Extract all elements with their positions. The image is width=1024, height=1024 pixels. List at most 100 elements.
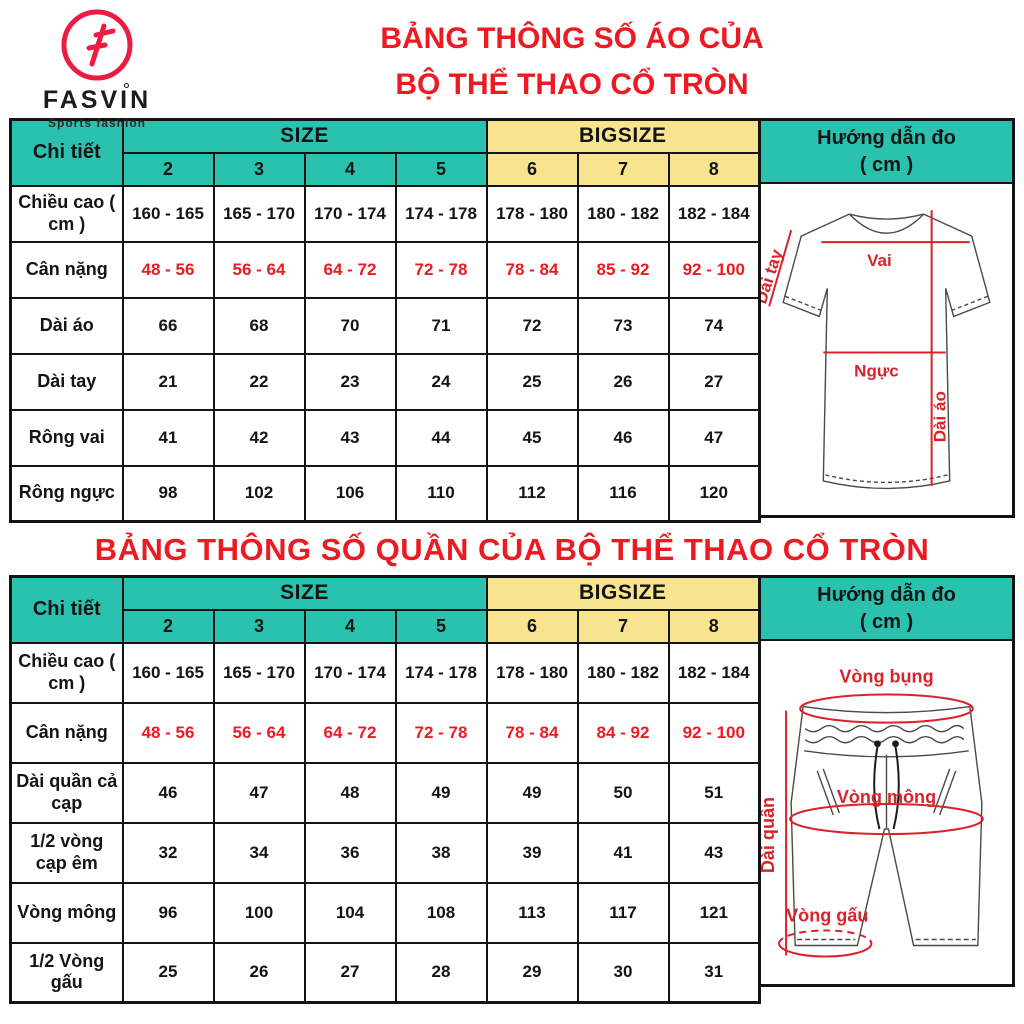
size-col-header: 8 [667,151,761,187]
cell: 28 [394,941,488,1004]
cell: 74 [667,296,761,355]
size-col-header: 7 [576,608,670,644]
guide-header-text: Hướng dẫn đo [817,583,956,606]
cell: 92 - 100 [667,240,761,299]
guide-header: Hướng dẫn đo ( cm ) [761,578,1012,641]
cell: 36 [303,821,397,884]
brand-i-ring [124,83,130,88]
cell: 30 [576,941,670,1004]
cell: 39 [485,821,579,884]
size-col-header: 3 [212,151,306,187]
size-col-header: 5 [394,151,488,187]
cell: 68 [212,296,306,355]
cell: 56 - 64 [212,701,306,764]
cell: 27 [667,352,761,411]
cell: 72 - 78 [394,240,488,299]
pants-size-table: Chi tiết SIZE BIGSIZE 2 3 4 5 6 7 8 Chiề… [9,575,762,1004]
cell: 50 [576,761,670,824]
cell: 116 [576,464,670,523]
cell: 41 [121,408,215,467]
fasvin-logo-icon [61,9,133,81]
guide-header: Hướng dẫn đo ( cm ) [761,121,1012,184]
cell: 48 [303,761,397,824]
guide-header-unit: ( cm ) [859,153,914,176]
row-label: Cân nặng [9,701,124,764]
cell: 72 [485,296,579,355]
shorts-diagram-icon: Vòng bụng Vòng mông Dài quần Vòng gấu [758,666,984,958]
size-col-header: 2 [121,151,215,187]
cell: 66 [121,296,215,355]
cell: 85 - 92 [576,240,670,299]
row-label: Dài áo [9,296,124,355]
cell: 160 - 165 [121,641,215,704]
label-vai: Vai [867,251,892,270]
size-col-header: 6 [485,151,579,187]
size-col-header: 5 [394,608,488,644]
shirt-title-line2: BỘ THỂ THAO CỔ TRÒN [395,68,749,101]
cell: 22 [212,352,306,411]
cell: 165 - 170 [212,641,306,704]
table-row: Cân nặng 48 - 56 56 - 64 64 - 72 72 - 78… [9,701,761,764]
row-label: 1/2 Vòng gấu [9,941,124,1004]
pants-table-title: BẢNG THÔNG SỐ QUẦN CỦA BỘ THỂ THAO CỔ TR… [94,532,930,567]
cell: 78 - 84 [485,240,579,299]
table-row: Vòng mông 96 100 104 108 113 117 121 [9,881,761,944]
size-col-header: 3 [212,608,306,644]
size-group-header: SIZE [121,575,488,611]
cell: 29 [485,941,579,1004]
size-col-header: 7 [576,151,670,187]
cell: 108 [394,881,488,944]
cell: 25 [121,941,215,1004]
cell: 51 [667,761,761,824]
cell: 106 [303,464,397,523]
row-label: Dài tay [9,352,124,411]
label-dai-ao: Dài áo [931,391,950,442]
cell: 100 [212,881,306,944]
cell: 182 - 184 [667,184,761,243]
row-label: Rông vai [9,408,124,467]
cell: 78 - 84 [485,701,579,764]
bigsize-group-header: BIGSIZE [485,118,761,154]
cell: 46 [576,408,670,467]
size-col-header: 2 [121,608,215,644]
label-vong-bung: Vòng bụng [839,666,933,686]
cell: 31 [667,941,761,1004]
brand-name: FASVIN [43,83,151,115]
cell: 174 - 178 [394,184,488,243]
cell: 117 [576,881,670,944]
label-dai-tay: Dài tay [761,247,787,307]
cell: 170 - 174 [303,184,397,243]
cell: 71 [394,296,488,355]
cell: 104 [303,881,397,944]
pants-section: Chi tiết SIZE BIGSIZE 2 3 4 5 6 7 8 Chiề… [9,575,1015,1004]
guide-header-unit: ( cm ) [859,610,914,633]
cell: 34 [212,821,306,884]
cell: 182 - 184 [667,641,761,704]
table-row: Chiều cao ( cm ) 160 - 165 165 - 170 170… [9,641,761,704]
shirt-section: Chi tiết SIZE BIGSIZE 2 3 4 5 6 7 8 Chiề… [9,118,1015,523]
shirt-table-title: BẢNG THÔNG SỐ ÁO CỦA BỘ THỂ THAO CỔ TRÒN [235,16,909,108]
cell: 25 [485,352,579,411]
cell: 73 [576,296,670,355]
cell: 92 - 100 [667,701,761,764]
row-label: Chiều cao ( cm ) [9,641,124,704]
row-label: 1/2 vòng cạp êm [9,821,124,884]
row-label: Vòng mông [9,881,124,944]
cell: 49 [394,761,488,824]
table-row: Chiều cao ( cm ) 160 - 165 165 - 170 170… [9,184,761,243]
cell: 43 [303,408,397,467]
size-col-header: 8 [667,608,761,644]
cell: 102 [212,464,306,523]
cell: 48 - 56 [121,240,215,299]
shirt-diagram: Vai Dài tay Ngực Dài áo [751,184,1012,515]
cell: 84 - 92 [576,701,670,764]
brand-tagline: Sports fashion [47,116,146,130]
cell: 26 [212,941,306,1004]
cell: 48 - 56 [121,701,215,764]
cell: 26 [576,352,670,411]
cell: 41 [576,821,670,884]
shirt-measure-guide: Hướng dẫn đo ( cm ) Vai [751,118,1015,518]
shirt-size-table: Chi tiết SIZE BIGSIZE 2 3 4 5 6 7 8 Chiề… [9,118,762,523]
table-row: Rông vai 41 42 43 44 45 46 47 [9,408,761,467]
cell: 98 [121,464,215,523]
